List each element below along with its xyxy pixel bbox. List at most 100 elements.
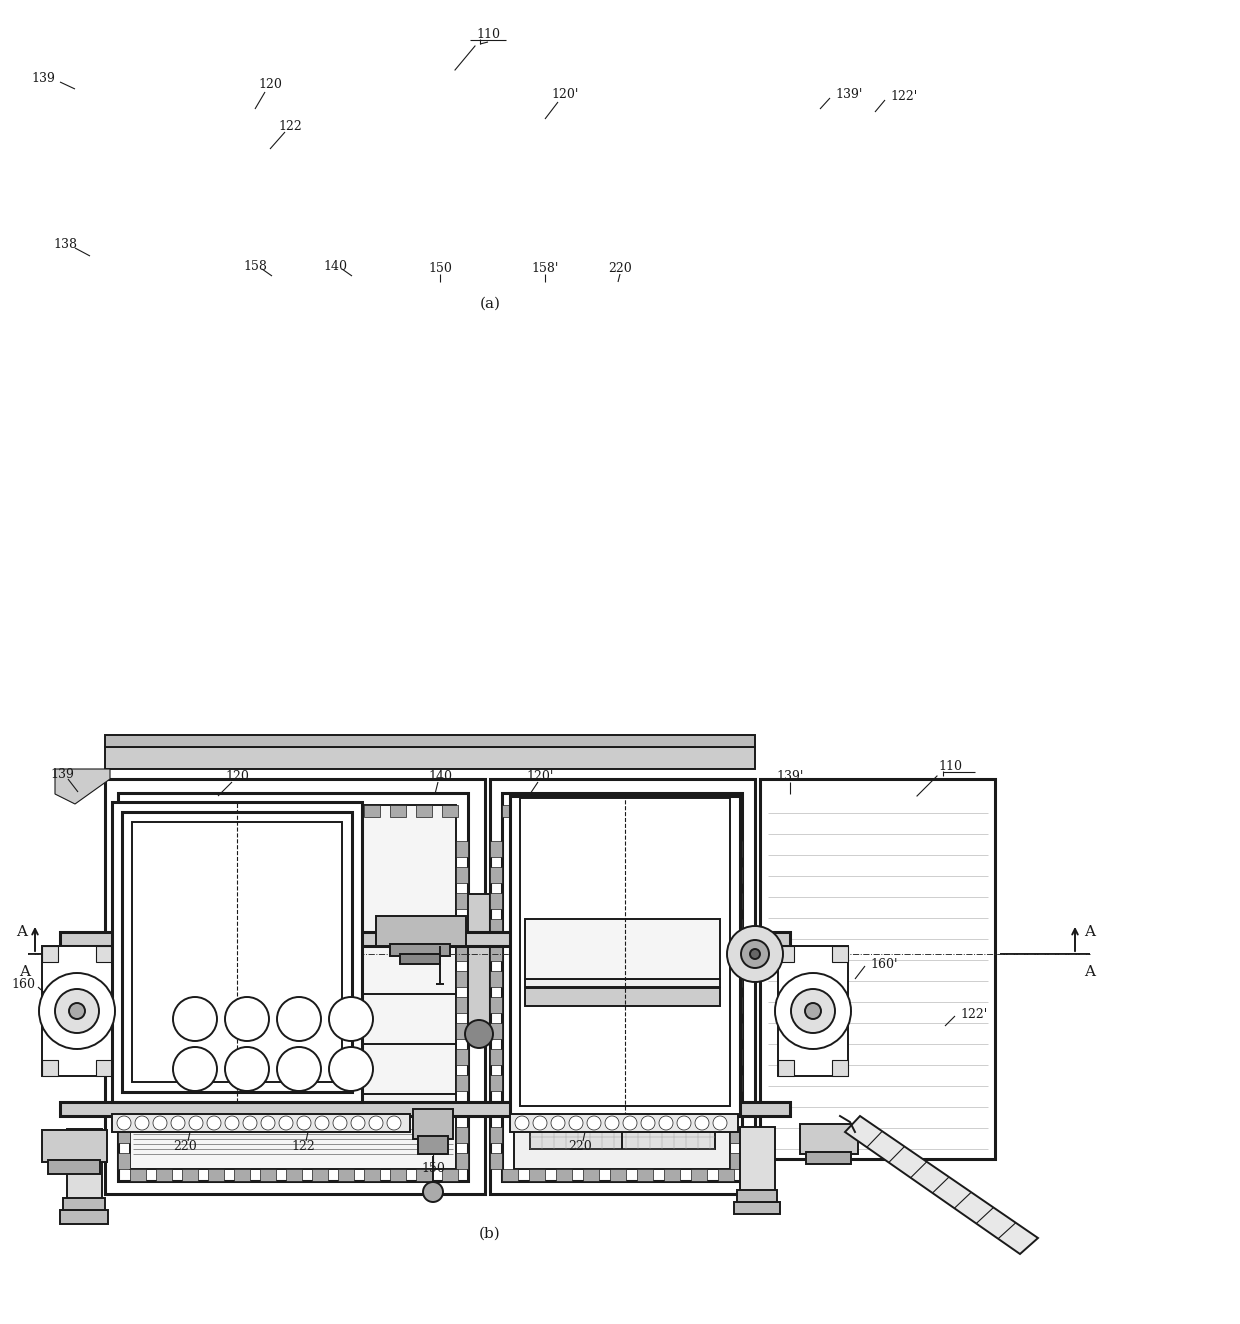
Circle shape xyxy=(805,1004,821,1019)
Circle shape xyxy=(315,1116,329,1129)
Bar xyxy=(260,1169,277,1181)
Bar xyxy=(539,830,615,853)
Bar xyxy=(339,1169,353,1181)
Bar xyxy=(391,805,405,817)
Bar xyxy=(67,1129,102,1219)
Bar xyxy=(42,947,112,1076)
Bar xyxy=(312,1169,329,1181)
Text: 158: 158 xyxy=(243,260,267,273)
Bar xyxy=(182,1169,198,1181)
Circle shape xyxy=(243,1116,257,1129)
Bar xyxy=(730,1075,742,1091)
Circle shape xyxy=(279,1116,293,1129)
Circle shape xyxy=(224,1116,239,1129)
Bar xyxy=(401,955,440,964)
Bar xyxy=(529,1169,546,1181)
Bar xyxy=(490,1075,502,1091)
Bar xyxy=(529,854,715,1149)
Circle shape xyxy=(727,925,782,982)
Circle shape xyxy=(153,1116,167,1129)
Bar xyxy=(413,1110,453,1139)
Bar xyxy=(182,805,198,817)
Text: 139': 139' xyxy=(776,769,804,782)
Bar xyxy=(525,919,720,978)
Bar xyxy=(415,805,432,817)
Bar xyxy=(456,867,467,883)
Bar xyxy=(525,988,720,1006)
Bar xyxy=(105,735,755,747)
Bar xyxy=(234,1169,250,1181)
Bar xyxy=(456,841,467,857)
Circle shape xyxy=(329,997,373,1041)
Bar xyxy=(456,919,467,935)
Text: 150: 150 xyxy=(428,262,451,275)
Bar xyxy=(456,970,467,986)
Bar xyxy=(118,970,130,986)
Bar xyxy=(260,805,277,817)
Circle shape xyxy=(423,1182,443,1202)
Circle shape xyxy=(750,949,760,959)
Bar xyxy=(118,1127,130,1143)
Bar xyxy=(515,805,730,1169)
Circle shape xyxy=(117,1116,131,1129)
Bar xyxy=(718,1169,734,1181)
Bar xyxy=(60,1102,790,1116)
Text: 120': 120' xyxy=(552,87,579,101)
Bar xyxy=(832,1061,848,1076)
Bar xyxy=(105,779,485,1194)
Bar xyxy=(118,892,130,910)
Circle shape xyxy=(791,989,835,1033)
Bar xyxy=(490,1102,502,1117)
Bar xyxy=(118,793,467,1181)
Text: 120: 120 xyxy=(226,769,249,782)
Bar xyxy=(112,802,362,1102)
Bar xyxy=(730,1102,742,1117)
Bar xyxy=(556,1169,572,1181)
Bar xyxy=(490,867,502,883)
Bar xyxy=(490,1049,502,1064)
Circle shape xyxy=(38,973,115,1049)
Bar xyxy=(730,970,742,986)
Bar xyxy=(42,1129,107,1162)
Bar xyxy=(456,1153,467,1169)
Text: 160': 160' xyxy=(870,957,898,970)
Bar xyxy=(95,947,112,963)
Bar xyxy=(130,1169,146,1181)
Bar xyxy=(234,805,250,817)
Bar xyxy=(118,997,130,1013)
Circle shape xyxy=(569,1116,583,1129)
Bar xyxy=(730,919,742,935)
Bar xyxy=(456,1102,467,1117)
Circle shape xyxy=(69,1004,86,1019)
Bar xyxy=(118,841,130,857)
Bar xyxy=(118,1153,130,1169)
Bar xyxy=(286,1169,303,1181)
Bar xyxy=(208,1169,224,1181)
Text: 139': 139' xyxy=(835,87,862,101)
Bar xyxy=(663,1169,680,1181)
Bar xyxy=(490,945,502,961)
Text: 220: 220 xyxy=(174,1140,197,1152)
Bar xyxy=(502,1169,518,1181)
Text: 220: 220 xyxy=(568,1140,591,1152)
Bar xyxy=(730,867,742,883)
Text: 158': 158' xyxy=(531,262,559,275)
Circle shape xyxy=(135,1116,149,1129)
Bar xyxy=(339,805,353,817)
Bar xyxy=(60,932,790,947)
Text: 122': 122' xyxy=(890,90,918,102)
Bar xyxy=(456,1023,467,1039)
Bar xyxy=(130,805,456,1169)
Bar xyxy=(490,919,502,935)
Bar xyxy=(691,805,707,817)
Bar xyxy=(556,805,572,817)
Circle shape xyxy=(188,1116,203,1129)
Circle shape xyxy=(370,1116,383,1129)
Text: A: A xyxy=(20,965,31,978)
Circle shape xyxy=(351,1116,365,1129)
Text: 160: 160 xyxy=(11,977,35,990)
Bar xyxy=(365,805,379,817)
Circle shape xyxy=(224,997,269,1041)
Text: (b): (b) xyxy=(479,1227,501,1241)
Circle shape xyxy=(658,1116,673,1129)
